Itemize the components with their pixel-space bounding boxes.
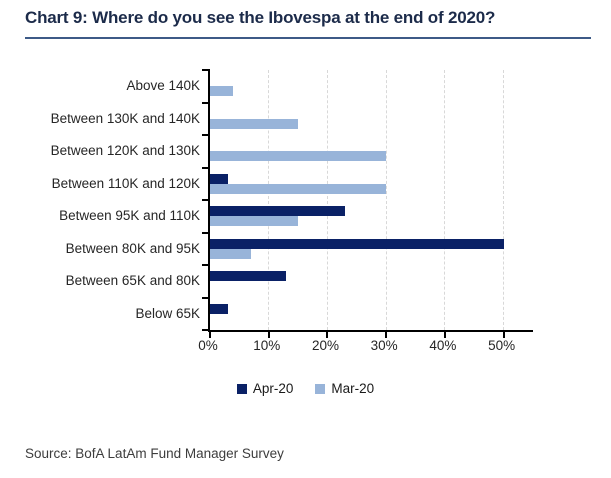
category-label: Between 120K and 130K: [50, 143, 200, 158]
legend-label: Apr-20: [252, 381, 294, 396]
y-axis-category-labels: Above 140K Between 130K and 140K Between 1…: [0, 70, 200, 330]
category-label: Between 95K and 110K: [59, 208, 200, 223]
legend-item-apr-20: Apr-20: [236, 381, 294, 396]
source-note: Source: BofA LatAm Fund Manager Survey: [25, 446, 284, 461]
x-axis-tick-labels: 0% 10% 20% 30% 40% 50%: [198, 338, 531, 356]
category-label: Between 80K and 95K: [65, 240, 200, 256]
bar-mar-20: [210, 86, 234, 97]
x-axis-tick: [209, 330, 211, 338]
category-label: Between 130K and 140K: [50, 110, 200, 126]
y-axis-tick: [202, 134, 210, 136]
y-axis-tick: [202, 101, 210, 104]
legend: Apr-20 Mar-20: [0, 381, 611, 396]
x-axis-tick: [443, 330, 446, 338]
y-axis-tick: [202, 199, 210, 201]
title-underline: [25, 37, 591, 39]
x-axis-tick: [267, 330, 270, 338]
bar-row: [210, 233, 533, 266]
bar-apr-20: [210, 238, 504, 249]
x-axis-tick-label: 50%: [488, 338, 516, 353]
bar-apr-20: [210, 271, 287, 282]
y-axis-tick: [202, 231, 210, 234]
y-axis-tick: [202, 264, 210, 266]
bar-mar-20: [210, 151, 387, 162]
bar-row: [210, 168, 533, 201]
legend-swatch-apr-20: [236, 383, 247, 394]
y-axis-tick: [202, 329, 210, 331]
legend-item-mar-20: Mar-20: [315, 381, 374, 396]
bar-apr-20: [210, 206, 346, 217]
bar-row: [210, 200, 533, 233]
bar-mar-20: [210, 248, 252, 259]
x-axis-tick-label: 10%: [253, 338, 281, 353]
plot-area: [202, 69, 533, 338]
bar-mar-20: [210, 216, 299, 227]
bar-mar-20: [210, 183, 387, 194]
bar-row: [210, 103, 533, 136]
bar-apr-20: [210, 173, 228, 184]
chart-title: Chart 9: Where do you see the Ibovespa a…: [25, 8, 496, 27]
category-label: Below 65K: [135, 305, 200, 321]
x-axis-tick-label: 40%: [429, 338, 457, 353]
x-axis-tick-label: 0%: [198, 338, 218, 353]
y-axis-tick: [202, 69, 210, 71]
x-axis-tick: [502, 330, 505, 338]
x-axis-tick-label: 30%: [370, 338, 398, 353]
category-label: Above 140K: [126, 78, 200, 93]
x-axis-tick: [385, 330, 388, 338]
gridline: [268, 70, 270, 330]
gridline: [326, 70, 328, 330]
bar-row: [210, 135, 533, 168]
bar-apr-20: [210, 303, 228, 314]
bar-mar-20: [210, 118, 299, 129]
legend-swatch-mar-20: [315, 383, 326, 394]
category-label: Between 65K and 80K: [65, 273, 200, 288]
y-axis-tick: [202, 296, 210, 299]
legend-label: Mar-20: [331, 381, 375, 396]
x-axis-tick: [326, 330, 329, 338]
y-axis-tick: [202, 166, 210, 169]
bar-row: [210, 298, 533, 331]
gridline: [503, 70, 505, 330]
x-axis-tick-label: 20%: [311, 338, 339, 353]
gridline: [385, 70, 387, 330]
gridline: [444, 70, 446, 330]
bar-row: [210, 70, 533, 103]
bar-row: [210, 265, 533, 298]
category-label: Between 110K and 120K: [51, 175, 200, 191]
